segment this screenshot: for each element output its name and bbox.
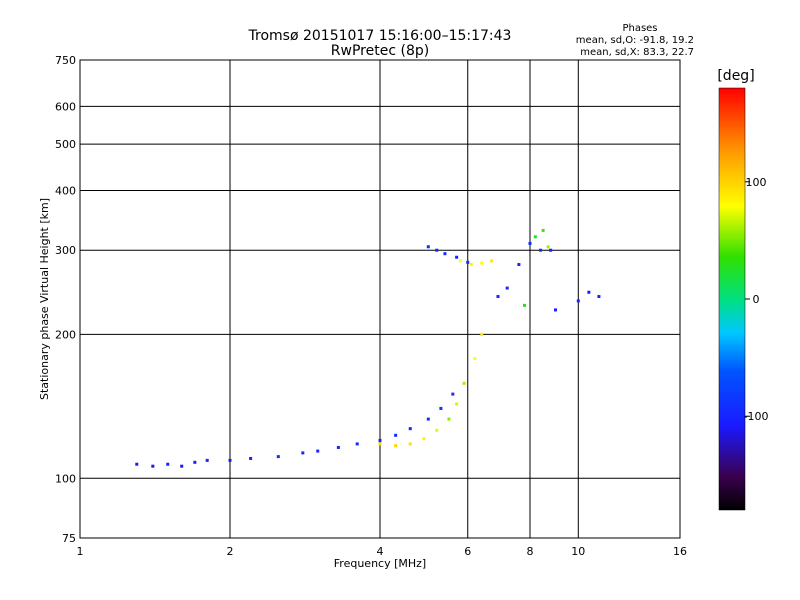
colorbar-tick-label: -100 [744, 410, 769, 423]
data-point [553, 308, 557, 312]
y-tick-label: 200 [55, 328, 76, 341]
data-point [587, 290, 591, 294]
x-tick-label: 2 [227, 545, 234, 558]
data-point [408, 427, 412, 431]
data-point [466, 260, 470, 264]
data-points [135, 228, 601, 468]
y-tick-label: 750 [55, 54, 76, 67]
chart-title: Tromsø 20151017 15:16:00–15:17:43 [248, 28, 512, 44]
x-tick-label: 10 [571, 545, 585, 558]
data-point [549, 248, 553, 252]
x-tick-label: 1 [77, 545, 84, 558]
colorbar-label: [deg] [717, 68, 754, 84]
stats-line-x: mean, sd,X: 83.3, 22.7 [580, 47, 694, 58]
data-point [439, 406, 443, 410]
data-point [546, 245, 550, 249]
colorbar [718, 87, 746, 511]
data-point [316, 449, 320, 453]
data-point [462, 381, 466, 385]
y-tick-label: 300 [55, 244, 76, 257]
data-point [193, 460, 197, 464]
data-point [135, 462, 139, 466]
data-point [451, 392, 455, 396]
data-point [435, 428, 439, 432]
x-axis-label: Frequency [MHz] [334, 557, 426, 570]
data-point [480, 261, 484, 265]
x-tick-label: 4 [377, 545, 384, 558]
data-point [533, 235, 537, 239]
data-point [166, 462, 170, 466]
y-axis-label: Stationary phase Virtual Height [km] [38, 198, 51, 400]
data-point [443, 252, 447, 256]
colorbar-ticks: 100 0 -100 [744, 176, 769, 423]
colorbar-tick-label: 0 [753, 293, 760, 306]
data-point [490, 259, 494, 263]
data-point [151, 464, 155, 468]
data-point [473, 357, 477, 361]
stats-line-o: mean, sd,O: -91.8, 19.2 [576, 35, 694, 46]
data-point [528, 241, 532, 245]
data-point [447, 417, 451, 421]
x-tick-label: 6 [464, 545, 471, 558]
y-tick-label: 600 [55, 100, 76, 113]
data-point [523, 303, 527, 307]
y-tick-label: 75 [62, 532, 76, 545]
data-point [301, 451, 305, 455]
data-point [394, 444, 398, 448]
data-point [517, 263, 521, 267]
chart-subtitle: RwPretec (8p) [331, 43, 429, 59]
data-point [408, 442, 412, 446]
data-point [576, 299, 580, 303]
data-point [469, 263, 473, 267]
data-point [355, 442, 359, 446]
data-point [480, 332, 484, 336]
data-point [455, 255, 459, 259]
data-point [276, 455, 280, 459]
data-point [249, 456, 253, 460]
data-point [541, 228, 545, 232]
axis-ticks: 1 2 4 6 8 10 16 75 100 200 300 400 500 600 750 [55, 54, 687, 558]
data-point [539, 248, 543, 252]
data-point [426, 245, 430, 249]
x-tick-label: 16 [673, 545, 687, 558]
plot-grid [80, 60, 680, 538]
data-point [394, 433, 398, 437]
data-point [458, 259, 462, 263]
data-point [435, 248, 439, 252]
stats-header: Phases [622, 23, 657, 34]
data-point [597, 295, 601, 299]
data-point [496, 295, 500, 299]
data-point [378, 438, 382, 442]
y-tick-label: 500 [55, 138, 76, 151]
y-tick-label: 100 [55, 472, 76, 485]
data-point [180, 464, 184, 468]
plot-frame [79, 59, 681, 539]
data-point [336, 445, 340, 449]
data-point [455, 402, 459, 406]
data-point [505, 286, 509, 290]
x-tick-label: 8 [527, 545, 534, 558]
data-point [426, 417, 430, 421]
colorbar-tick-label: 100 [746, 176, 767, 189]
data-point [228, 458, 232, 462]
y-tick-label: 400 [55, 184, 76, 197]
data-point [205, 458, 209, 462]
data-point [378, 442, 382, 446]
data-point [422, 437, 426, 441]
